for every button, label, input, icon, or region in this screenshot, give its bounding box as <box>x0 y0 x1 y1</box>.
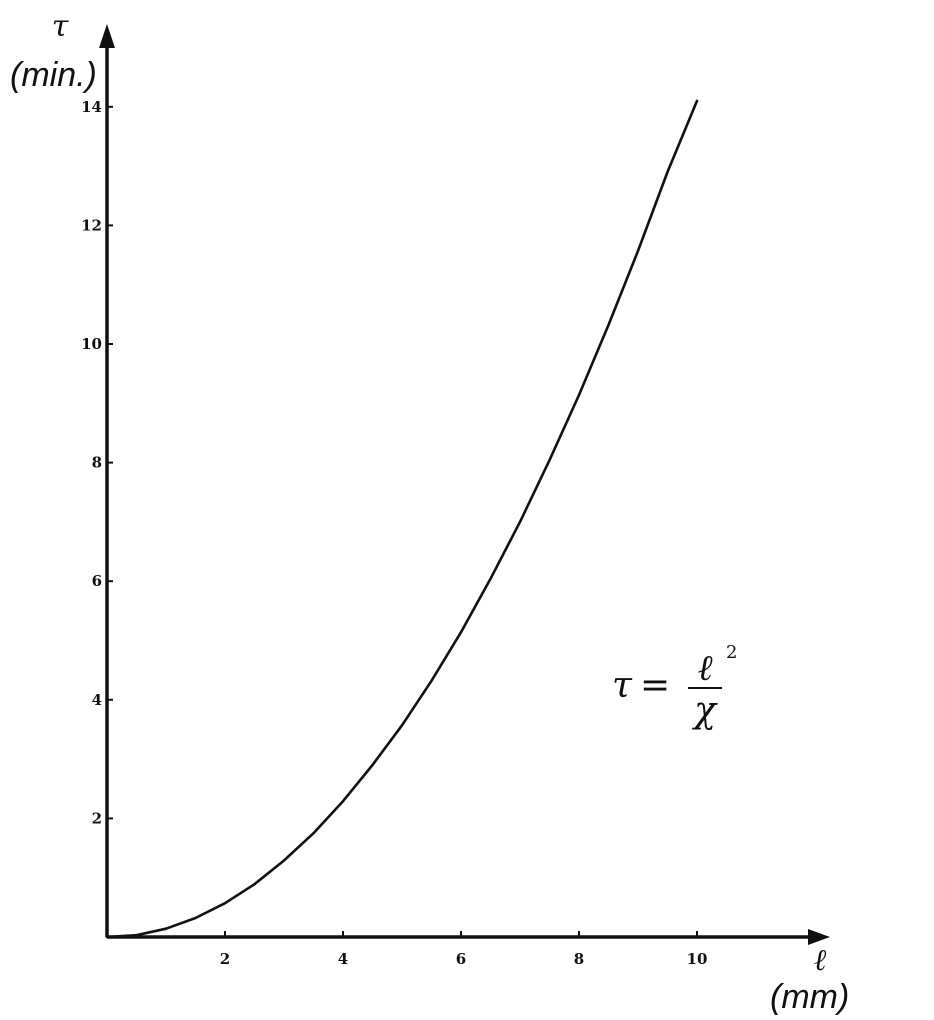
y-tick-label: 8 <box>92 454 102 472</box>
tick-marks <box>107 105 698 937</box>
x-tick-label: 6 <box>456 950 466 968</box>
data-curve <box>105 99 699 939</box>
tick-labels: 2 4 6 8 10 12 14 2 4 6 8 10 <box>81 98 707 968</box>
x-tick-label: 10 <box>687 950 708 968</box>
x-axis-arrow-icon <box>808 929 830 945</box>
formula-annotation: τ = ℓ 2 χ <box>612 642 737 731</box>
x-tick-label: 4 <box>338 950 348 968</box>
x-tick-label: 8 <box>574 950 584 968</box>
formula-equals: = <box>640 665 670 706</box>
y-tick-label: 4 <box>92 691 102 709</box>
y-tick-label: 2 <box>92 809 102 827</box>
formula-exponent: 2 <box>726 642 737 663</box>
formula-denominator: χ <box>691 690 718 731</box>
y-tick-label: 10 <box>81 335 102 353</box>
y-tick-label: 6 <box>92 572 102 590</box>
x-axis-symbol: ℓ <box>814 943 827 978</box>
y-tick-label: 12 <box>81 216 102 234</box>
formula-lhs: τ <box>612 665 633 706</box>
x-axis-unit: (mm) <box>770 978 849 1016</box>
y-axis-unit: (min.) <box>10 56 97 94</box>
formula-numerator: ℓ <box>698 648 713 689</box>
y-axis-arrow-icon <box>99 24 115 48</box>
x-tick-label: 2 <box>220 950 230 968</box>
y-tick-label: 14 <box>81 98 102 116</box>
y-axis-symbol: τ <box>52 9 69 44</box>
